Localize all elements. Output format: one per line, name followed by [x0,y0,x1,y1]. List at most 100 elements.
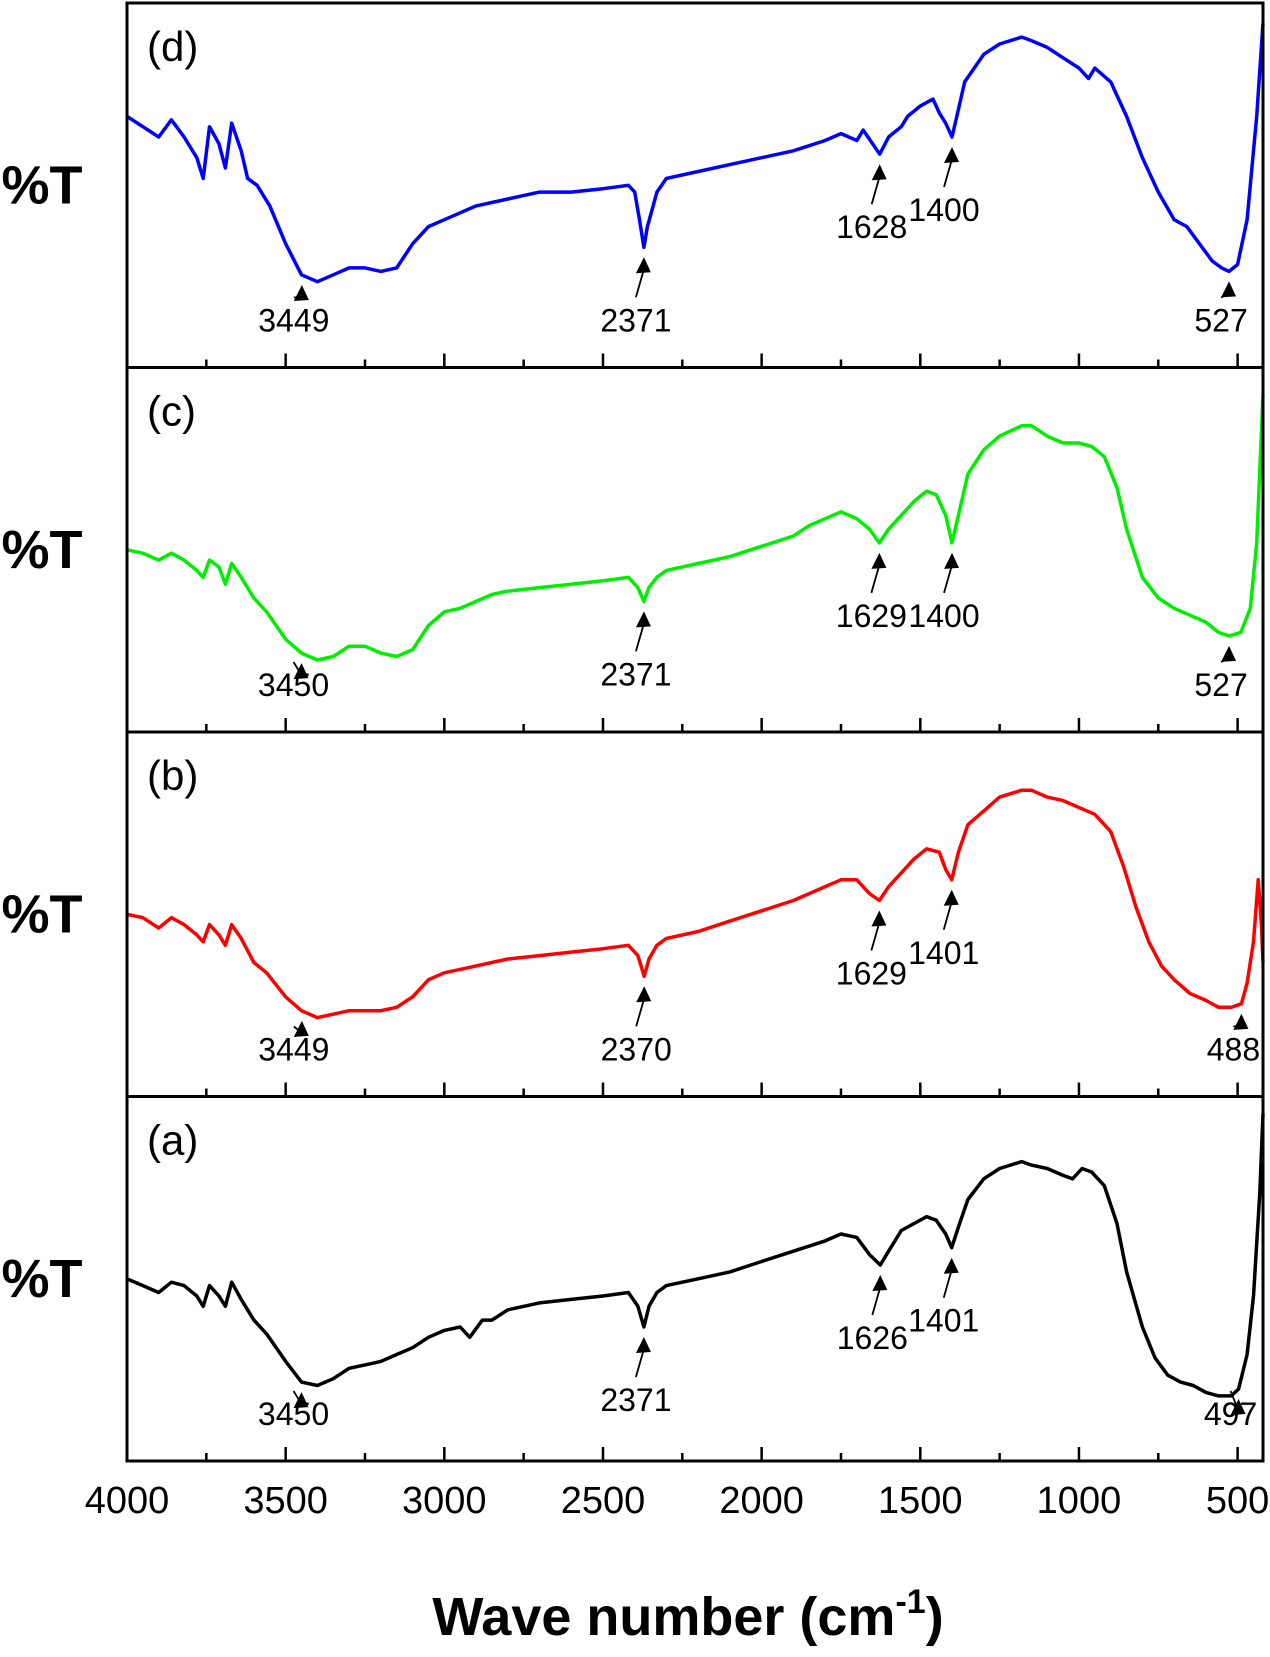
peak-arrowhead [943,889,959,906]
peak-arrow-line [870,175,881,205]
peak-arrowhead [943,1257,959,1274]
y-axis-label: %T [2,520,83,580]
peak-annotation: 2371 [600,257,672,338]
peak-arrowhead [1221,645,1237,662]
peak-arrow-line [870,564,881,594]
peak-annotation: 1401 [908,889,979,971]
peak-annotation: 1628 [836,164,907,245]
peak-annotation: 497 [1204,1390,1257,1432]
peak-label: 1628 [836,209,907,245]
panel-tag: (c) [147,388,196,435]
peak-arrowhead [293,663,309,680]
peak-arrow-line [635,623,645,652]
peak-label: 1400 [908,192,979,228]
x-axis-title: Wave number (cm-1) [432,1583,943,1647]
x-tick-label: 1500 [878,1480,963,1522]
x-axis: 4000 3500 3000 2500 2000 1500 1000 500 [85,1480,1270,1522]
peak-label: 527 [1194,303,1247,339]
x-axis-title-main: Wave number (cm [432,1587,895,1647]
peak-annotation: 3450 [258,1390,329,1432]
peak-arrow-line [942,901,953,931]
y-axis-label: %T [2,884,83,944]
peak-arrowhead [944,147,960,164]
peak-annotation: 1400 [908,552,980,634]
panel-tag: (b) [147,752,198,799]
peak-annotation: 2371 [600,1336,672,1418]
panel-tag: (d) [147,23,198,70]
spectrum-line [126,1113,1265,1398]
x-tick-label: 2000 [719,1480,804,1522]
peak-annotation: 1401 [908,1257,979,1339]
peak-annotation: 1629 [836,552,907,634]
peak-arrowhead [944,552,960,569]
spectrum-line [126,394,1265,662]
peak-label: 3450 [258,667,329,703]
peak-label: 2371 [600,302,671,338]
x-tick-label: 500 [1206,1480,1269,1522]
peak-arrowhead [635,1336,651,1353]
peak-label: 1401 [908,1303,979,1339]
peak-label: 497 [1204,1396,1257,1432]
peak-label: 2371 [600,1382,671,1418]
peak-arrowhead [635,611,651,628]
peak-label: 1629 [836,955,907,991]
spectrum-line [126,23,1265,284]
peak-arrow-line [943,564,953,594]
peak-arrowhead [1221,281,1237,298]
peak-annotation: 527 [1194,645,1248,703]
spectrum-panel: (d) %T 3449 2371 1628 1400 527 [2,23,1265,368]
y-axis-label: %T [2,1249,83,1309]
peak-label: 488 [1207,1032,1260,1068]
spectrum-panel: (c) %T 3450 2371 1629 1400 527 [2,388,1265,732]
peak-label: 2370 [601,1031,672,1067]
peak-arrowhead [871,164,887,181]
peak-arrowhead [636,986,652,1003]
peak-annotation: 3449 [258,1020,329,1068]
peak-arrowhead [293,1020,309,1037]
spectrum-line [126,788,1265,1020]
peak-label: 1629 [836,598,907,634]
peak-label: 527 [1194,667,1247,703]
x-tick-label: 4000 [85,1480,170,1522]
peak-annotation: 2371 [600,611,672,692]
peak-arrowhead [293,284,309,301]
x-tick-label: 3500 [243,1480,328,1522]
peak-arrow-line [870,922,881,951]
peak-arrow-line [635,269,645,298]
x-axis-title-superscript: -1 [895,1583,925,1621]
panel-tag: (a) [147,1117,198,1164]
peak-annotation: 527 [1194,281,1248,339]
spectrum-panel: (a) %T 3450 2371 1626 1401 497 [2,1113,1265,1461]
peak-arrowhead [293,1392,309,1409]
peak-annotation: 2370 [601,986,672,1067]
plot-frame-layer [125,1,1265,1463]
x-tick-label: 1000 [1037,1480,1122,1522]
peak-arrowhead [1233,1013,1249,1030]
peak-annotation: 1400 [908,147,980,228]
peak-annotation: 3450 [258,661,329,703]
peak-annotation: 488 [1207,1013,1260,1068]
y-axis-label: %T [2,155,83,215]
peak-arrow-line [871,1286,882,1316]
peak-arrowhead [872,1274,888,1291]
peak-arrow-line [943,158,953,188]
peak-arrow-line [635,998,646,1027]
peak-arrowhead [871,910,887,927]
peak-label: 1400 [908,598,979,634]
peak-label: 1401 [908,935,979,971]
peak-label: 1626 [837,1320,908,1356]
x-tick-label: 3000 [402,1480,487,1522]
peak-label: 3449 [258,1032,329,1068]
peak-annotation: 1629 [836,910,907,991]
peak-annotation: 1626 [837,1274,908,1356]
peak-arrowhead [635,257,651,274]
peak-annotation: 3449 [258,284,329,339]
peak-arrowhead [1230,1398,1246,1415]
peak-label: 3449 [258,303,329,339]
peak-arrowhead [871,552,887,569]
peak-label: 2371 [600,656,671,692]
peak-label: 3450 [258,1396,329,1432]
